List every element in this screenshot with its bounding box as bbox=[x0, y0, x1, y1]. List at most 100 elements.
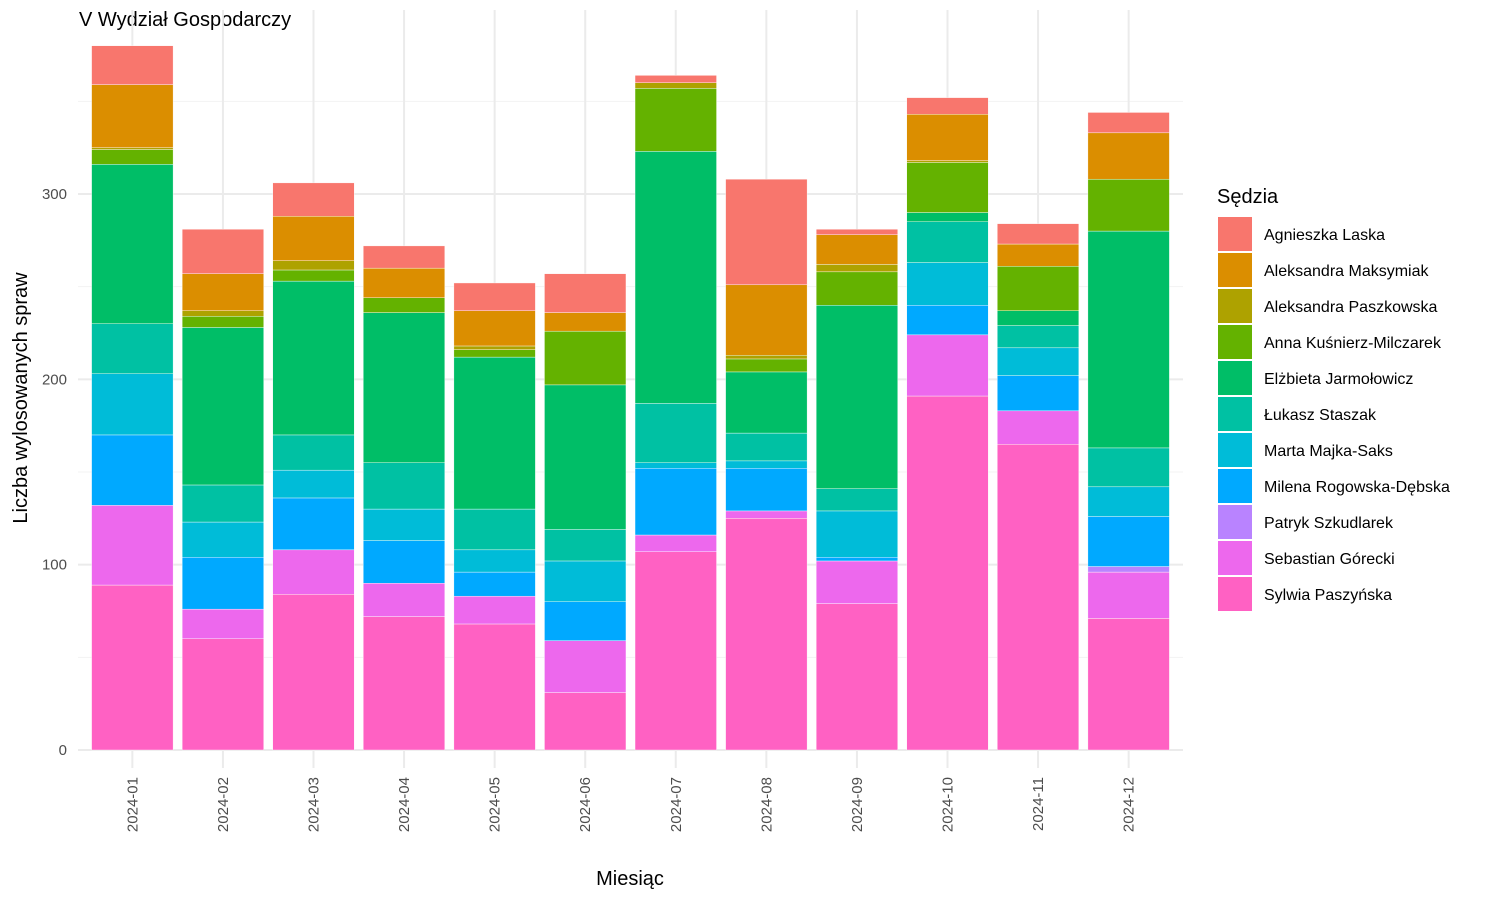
bar-segment bbox=[544, 312, 627, 332]
bar-segment bbox=[634, 551, 717, 751]
bar-segment bbox=[181, 310, 264, 317]
bar-segment bbox=[906, 305, 989, 336]
bar-segment bbox=[363, 508, 446, 541]
bar-segment bbox=[1087, 618, 1170, 751]
bar-segment bbox=[634, 151, 717, 404]
bar-stack-2024-07 bbox=[634, 75, 717, 751]
bar-segment bbox=[544, 601, 627, 641]
bar-segment bbox=[906, 162, 989, 213]
legend-items: Agnieszka Laska Aleksandra Maksymiak Aleks… bbox=[1218, 217, 1450, 611]
legend-title: Sędzia bbox=[1217, 186, 1279, 208]
bar-segment bbox=[725, 432, 808, 462]
bar-segment bbox=[997, 223, 1080, 245]
bar-segment bbox=[272, 594, 355, 751]
bar-segment bbox=[544, 330, 627, 386]
bar-segment bbox=[272, 469, 355, 499]
legend-key bbox=[1218, 541, 1252, 575]
bar-segment bbox=[453, 349, 536, 358]
bar-stack-2024-04 bbox=[363, 245, 446, 751]
bar-segment bbox=[815, 264, 898, 273]
bar-segment bbox=[1087, 112, 1170, 134]
bar-segment bbox=[815, 603, 898, 751]
bar-segment bbox=[453, 571, 536, 597]
legend-label: Sylwia Paszyńska bbox=[1264, 587, 1392, 604]
x-axis-ticks: 2024-01 2024-02 2024-03 2024-04 2024-05 2024-… bbox=[124, 777, 1137, 832]
bar-segment bbox=[453, 595, 536, 625]
bar-segment bbox=[91, 164, 174, 324]
bar-segment bbox=[634, 88, 717, 152]
legend-key bbox=[1218, 289, 1252, 323]
legend-label: Sebastian Górecki bbox=[1264, 551, 1395, 568]
legend: Sędzia Agnieszka Laska Aleksandra Maksymi… bbox=[1217, 186, 1450, 611]
legend-label: Milena Rogowska-Dębska bbox=[1264, 479, 1450, 496]
x-axis-title: Miesiąc bbox=[596, 868, 664, 890]
bar-segment bbox=[91, 323, 174, 374]
legend-key bbox=[1218, 577, 1252, 611]
bar-segment bbox=[815, 510, 898, 558]
bar-segment bbox=[634, 403, 717, 463]
legend-label: Anna Kuśnierz-Milczarek bbox=[1264, 335, 1442, 352]
bar-segment bbox=[91, 584, 174, 751]
bar-segment bbox=[91, 45, 174, 85]
bar-segment bbox=[181, 638, 264, 751]
bar-stack-2024-03 bbox=[272, 182, 355, 751]
legend-key bbox=[1218, 253, 1252, 287]
bar-stack-2024-01 bbox=[91, 45, 174, 751]
bar-segment bbox=[544, 560, 627, 602]
bar-segment bbox=[906, 160, 989, 163]
x-tick-label: 2024-06 bbox=[577, 777, 594, 832]
legend-key bbox=[1218, 325, 1252, 359]
x-tick-label: 2024-10 bbox=[940, 777, 957, 832]
legend-label: Aleksandra Maksymiak bbox=[1264, 263, 1430, 280]
bar-segment bbox=[634, 75, 717, 83]
x-tick-label: 2024-05 bbox=[487, 777, 504, 832]
bar-segment bbox=[181, 521, 264, 558]
bar-segment bbox=[906, 114, 989, 161]
bar-segment bbox=[363, 267, 446, 298]
bar-segment bbox=[272, 497, 355, 551]
y-tick-label: 0 bbox=[59, 742, 67, 759]
bar-segment bbox=[453, 282, 536, 311]
bar-segment bbox=[181, 316, 264, 328]
bar-segment bbox=[815, 488, 898, 512]
x-tick-label: 2024-04 bbox=[396, 777, 413, 832]
legend-label: Łukasz Staszak bbox=[1264, 407, 1377, 424]
x-tick-label: 2024-03 bbox=[305, 777, 322, 832]
bar-stack-2024-12 bbox=[1087, 112, 1170, 751]
bar-segment bbox=[725, 178, 808, 286]
bar-segment bbox=[272, 549, 355, 595]
bar-segment bbox=[1087, 132, 1170, 180]
bar-stack-2024-08 bbox=[725, 178, 808, 751]
plot-panel bbox=[78, 10, 1183, 768]
chart-title: V Wydział Gospodarczy bbox=[79, 9, 291, 31]
bar-segment bbox=[1087, 486, 1170, 517]
bar-segment bbox=[815, 305, 898, 489]
legend-label: Marta Majka-Saks bbox=[1264, 443, 1393, 460]
legend-key bbox=[1218, 397, 1252, 431]
x-tick-label: 2024-12 bbox=[1121, 777, 1138, 832]
bar-segment bbox=[906, 262, 989, 306]
legend-key bbox=[1218, 217, 1252, 251]
bar-segment bbox=[906, 212, 989, 223]
bar-segment bbox=[453, 345, 536, 350]
legend-key bbox=[1218, 505, 1252, 539]
bar-segment bbox=[997, 325, 1080, 349]
bar-segment bbox=[453, 508, 536, 551]
bar-segment bbox=[363, 540, 446, 584]
bar-segment bbox=[634, 462, 717, 469]
bar-segment bbox=[453, 356, 536, 510]
legend-key bbox=[1218, 469, 1252, 503]
bar-segment bbox=[363, 616, 446, 751]
bar-segment bbox=[181, 327, 264, 486]
legend-label: Agnieszka Laska bbox=[1264, 227, 1385, 244]
x-tick-label: 2024-01 bbox=[124, 777, 141, 832]
bar-segment bbox=[906, 97, 989, 115]
bar-segment bbox=[634, 468, 717, 536]
bar-segment bbox=[634, 534, 717, 552]
y-axis-ticks: 0 100 200 300 bbox=[42, 186, 67, 759]
bar-segment bbox=[997, 410, 1080, 445]
y-tick-label: 300 bbox=[42, 186, 67, 203]
bar-stack-2024-09 bbox=[815, 229, 898, 751]
bar-segment bbox=[91, 373, 174, 436]
